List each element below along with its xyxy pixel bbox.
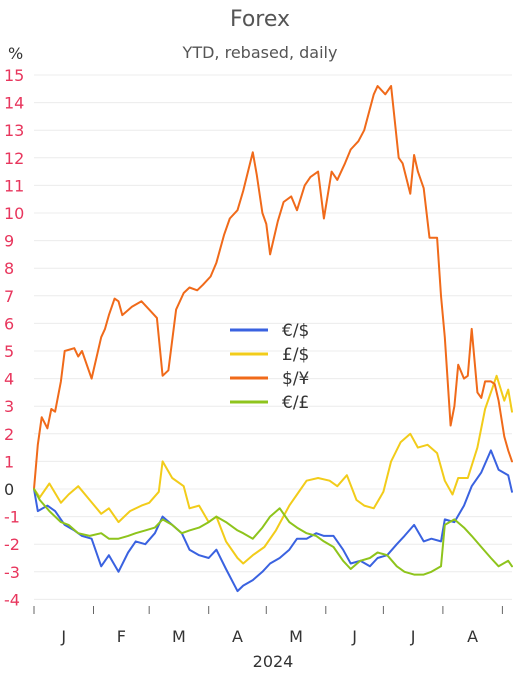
y-tick-label: 10	[4, 204, 24, 223]
legend-label: €/$	[282, 321, 309, 341]
x-tick-label: J	[410, 627, 416, 646]
series-line	[33, 488, 513, 576]
series-lines	[33, 85, 513, 593]
y-tick-label: 2	[4, 425, 14, 444]
x-tick-label: A	[467, 627, 478, 646]
y-tick-label: 12	[4, 149, 24, 168]
legend-label: €/£	[282, 393, 309, 413]
legend-label: $/¥	[282, 369, 310, 389]
y-tick-label: 6	[4, 314, 14, 333]
series-line	[33, 449, 513, 593]
x-tick-label: M	[172, 627, 186, 646]
y-tick-label: 9	[4, 232, 14, 251]
x-tick-label: A	[232, 627, 243, 646]
y-tick-label: 11	[4, 176, 24, 195]
y-tick-label: 0	[4, 480, 14, 499]
y-tick-label: 13	[4, 121, 24, 140]
y-tick-label: 8	[4, 259, 14, 278]
y-tick-label: 7	[4, 287, 14, 306]
series-line	[33, 374, 513, 565]
x-tick-label: J	[60, 627, 66, 646]
y-tick-label: 1	[4, 452, 14, 471]
y-tick-label: -3	[4, 563, 20, 582]
x-tick-label: F	[117, 627, 126, 646]
y-tick-label: -2	[4, 535, 20, 554]
y-tick-label: 4	[4, 370, 14, 389]
chart-title: Forex	[230, 7, 290, 32]
y-tick-label: -1	[4, 508, 20, 527]
y-tick-label: 5	[4, 342, 14, 361]
legend: €/$ £/$ $/¥ €/£	[230, 321, 310, 413]
x-tick-label: M	[289, 627, 303, 646]
gridlines	[34, 74, 512, 600]
legend-label: £/$	[282, 345, 309, 365]
series-line	[33, 85, 513, 490]
y-tick-label: 14	[4, 94, 24, 113]
y-tick-label: -4	[4, 590, 20, 609]
y-axis-unit-label: %	[8, 44, 23, 63]
x-axis-title: 2024	[253, 652, 294, 671]
chart-subtitle: YTD, rebased, daily	[182, 43, 338, 62]
x-tick-label: J	[351, 627, 357, 646]
y-tick-label: 3	[4, 397, 14, 416]
y-tick-label: 15	[4, 66, 24, 85]
